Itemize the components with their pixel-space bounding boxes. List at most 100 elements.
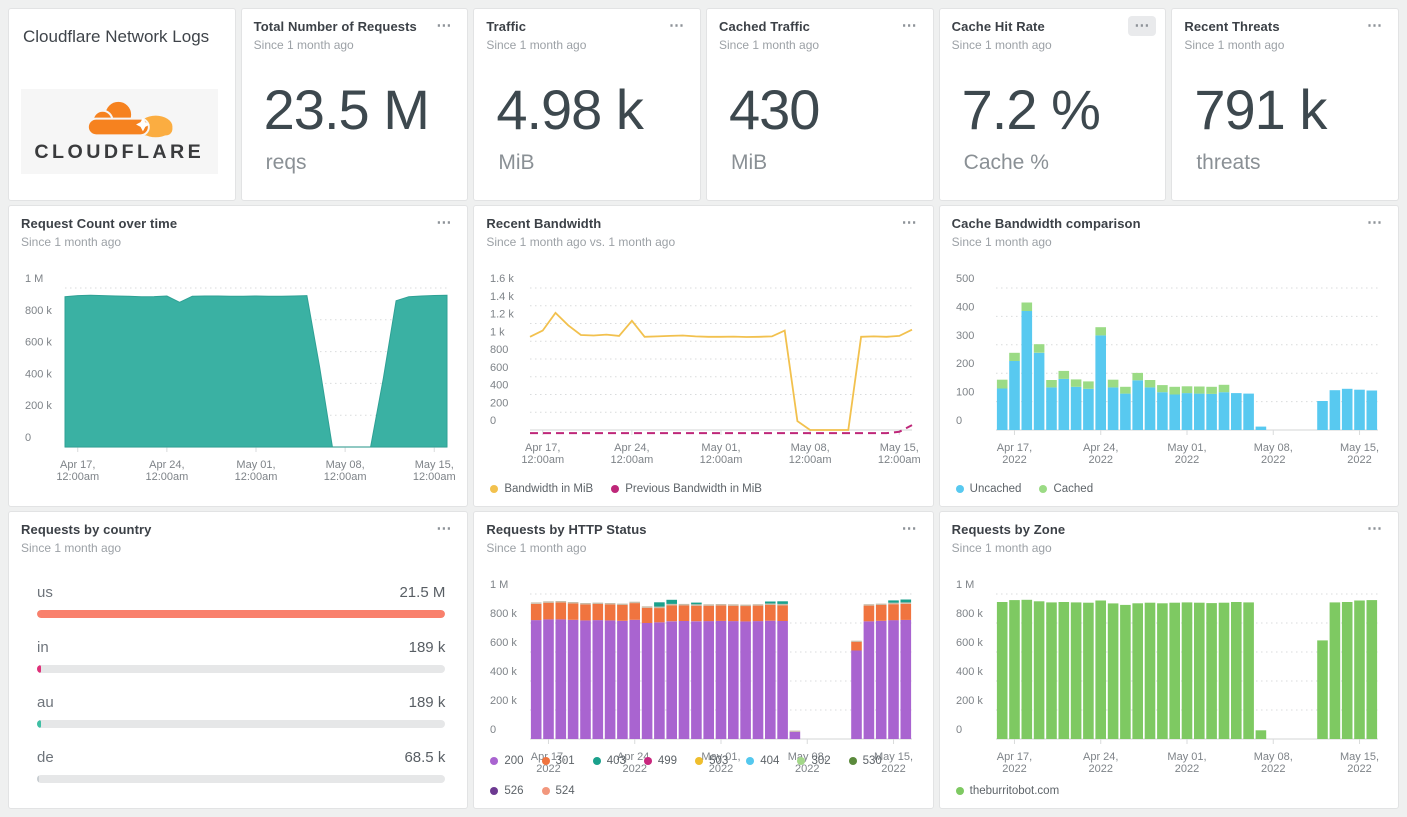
panel-menu-icon[interactable]: ⋯: [669, 17, 685, 34]
svg-text:2022: 2022: [1088, 454, 1112, 466]
svg-text:12:00am: 12:00am: [145, 471, 188, 483]
svg-text:500: 500: [956, 273, 974, 285]
panel-menu-icon[interactable]: ⋯: [436, 519, 453, 537]
panel-title: Requests by country: [21, 521, 152, 537]
cloudflare-wordmark: CLOUDFLARE: [34, 141, 204, 163]
svg-text:Apr 17,: Apr 17,: [531, 751, 566, 763]
bar-gauge-fill: [37, 774, 39, 783]
stat-value: 7.2 %: [961, 78, 1101, 141]
legend-dot-icon: [541, 757, 550, 765]
legend-item[interactable]: 200: [490, 755, 524, 767]
svg-text:2022: 2022: [709, 763, 733, 775]
panel-requests-by-zone: Requests by Zone Since 1 month ago ⋯ 1 M…: [938, 510, 1399, 809]
country-value: 189 k: [408, 638, 446, 656]
legend-item[interactable]: 301: [541, 755, 575, 767]
svg-text:200 k: 200 k: [25, 400, 52, 412]
legend-item[interactable]: Cached: [1039, 483, 1093, 495]
panel-request-count: Request Count over time Since 1 month ag…: [8, 204, 469, 507]
legend-label: Previous Bandwidth in MiB: [625, 482, 762, 495]
legend-label: 200: [504, 755, 524, 767]
chart-legend: 200 301 403 499 503 404 302 530 526 524: [490, 755, 932, 797]
legend-dot-icon: [490, 757, 499, 765]
svg-text:800: 800: [490, 344, 508, 356]
svg-text:0: 0: [956, 415, 962, 427]
panel-subtitle: Since 1 month ago: [21, 540, 122, 555]
legend-item[interactable]: Uncached: [955, 482, 1022, 495]
svg-text:Apr 17,: Apr 17,: [996, 442, 1031, 454]
svg-text:200: 200: [490, 397, 508, 409]
svg-text:Apr 17,: Apr 17,: [60, 459, 95, 471]
bar-gauge-fill: [37, 719, 41, 728]
svg-text:1 M: 1 M: [490, 579, 508, 591]
legend-item[interactable]: 499: [643, 755, 677, 767]
panel-cache-bandwidth: Cache Bandwidth comparison Since 1 month…: [938, 204, 1399, 507]
panel-menu-icon[interactable]: ⋯: [436, 17, 453, 34]
stat-unit: MiB: [498, 151, 535, 174]
panel-menu-icon[interactable]: ⋯: [1367, 213, 1383, 231]
svg-text:2022: 2022: [1261, 763, 1285, 775]
panel-menu-icon[interactable]: ⋯: [436, 213, 453, 231]
http-status-chart: 1 M 800 k 600 k 400 k 200 k 0 Apr 17, 2022 Apr 2…: [484, 564, 922, 776]
legend-item[interactable]: 403: [592, 755, 626, 767]
panel-cached-traffic: Cached Traffic Since 1 month ago ⋯ 430 M…: [706, 8, 934, 201]
chart-row-1: Request Count over time Since 1 month ag…: [8, 204, 1399, 507]
svg-text:Apr 17,: Apr 17,: [996, 751, 1031, 763]
legend-dot-icon: [848, 757, 857, 765]
legend-item[interactable]: Bandwidth in MiB: [490, 483, 593, 495]
panel-subtitle: Since 1 month ago: [486, 38, 587, 52]
country-value: 21.5 M: [399, 583, 446, 601]
panel-title: Cache Bandwidth comparison: [951, 215, 1141, 231]
panel-subtitle: Since 1 month ago: [951, 38, 1052, 52]
svg-text:2022: 2022: [1002, 763, 1026, 775]
stat-value: 23.5 M: [263, 78, 430, 141]
legend-item[interactable]: 530: [848, 755, 882, 767]
legend-dot-icon: [643, 757, 652, 765]
chart-row-2: Requests by country Since 1 month ago ⋯ …: [8, 510, 1399, 809]
page-title: Cloudflare Network Logs: [23, 27, 210, 46]
svg-text:300: 300: [956, 330, 974, 342]
panel-http-status: Requests by HTTP Status Since 1 month ag…: [473, 510, 934, 809]
legend-label: Uncached: [969, 482, 1022, 495]
panel-title: Total Number of Requests: [253, 19, 417, 34]
legend-item[interactable]: 302: [797, 755, 831, 767]
panel-menu-icon[interactable]: ⋯: [1128, 16, 1157, 36]
country-code: in: [37, 638, 49, 656]
svg-text:12:00am: 12:00am: [611, 454, 654, 466]
legend-label: 403: [606, 755, 626, 767]
stat-unit: MiB: [731, 151, 768, 174]
svg-text:2022: 2022: [537, 763, 561, 775]
svg-text:600 k: 600 k: [956, 637, 983, 649]
bar-gauge-track: [37, 719, 446, 728]
panel-menu-icon[interactable]: ⋯: [1367, 17, 1383, 34]
svg-text:800 k: 800 k: [25, 305, 52, 317]
svg-text:100: 100: [956, 386, 974, 398]
chart-legend: Bandwidth in MiB Previous Bandwidth in Mi…: [490, 483, 762, 495]
legend-item[interactable]: 503: [695, 755, 728, 767]
panel-menu-icon[interactable]: ⋯: [901, 213, 918, 231]
legend-item[interactable]: 526: [490, 785, 524, 797]
svg-text:600 k: 600 k: [25, 336, 52, 348]
panel-requests-by-country: Requests by country Since 1 month ago ⋯ …: [8, 510, 469, 809]
panel-title: Recent Bandwidth: [486, 215, 602, 231]
panel-menu-icon[interactable]: ⋯: [1367, 519, 1383, 537]
legend-item[interactable]: Previous Bandwidth in MiB: [611, 483, 762, 495]
svg-text:May 15,: May 15,: [1340, 442, 1379, 454]
legend-label: 503: [709, 755, 729, 767]
legend-item[interactable]: theburritobot.com: [955, 785, 1060, 797]
legend-label: theburritobot.com: [969, 785, 1060, 797]
svg-text:600 k: 600 k: [490, 637, 517, 649]
svg-text:2022: 2022: [1088, 763, 1112, 775]
svg-text:12:00am: 12:00am: [878, 454, 921, 466]
country-bar-gauge: us 21.5 M in 189 k au 189 k de 68.5 k: [37, 583, 446, 804]
panel-title: Cache Hit Rate: [951, 19, 1045, 34]
panel-menu-icon[interactable]: ⋯: [901, 17, 918, 34]
svg-text:Apr 24,: Apr 24,: [1083, 442, 1118, 454]
panel-subtitle: Since 1 month ago: [719, 38, 820, 52]
legend-item[interactable]: 524: [541, 785, 575, 797]
panel-menu-icon[interactable]: ⋯: [901, 519, 918, 537]
legend-item[interactable]: 404: [746, 755, 779, 767]
svg-text:Apr 17,: Apr 17,: [525, 442, 560, 454]
panel-total-requests: Total Number of Requests Since 1 month a…: [240, 8, 469, 201]
legend-dot-icon: [611, 484, 620, 493]
